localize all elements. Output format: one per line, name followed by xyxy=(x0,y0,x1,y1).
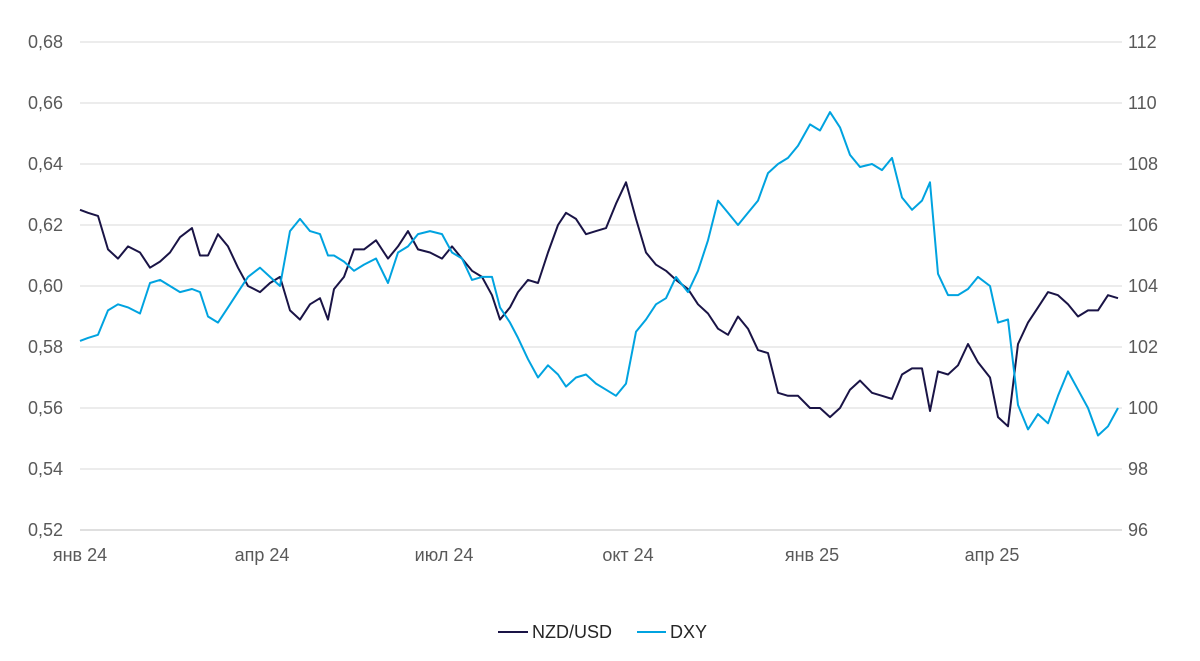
axis-layer: 0,52 96 0,54 98 0,56 100 0,58 102 0,60 104 0,62 106… xyxy=(28,32,1158,565)
y-left-tick-label: 0,66 xyxy=(28,93,63,113)
y-left-tick-label: 0,62 xyxy=(28,215,63,235)
series-line-nzd-usd xyxy=(79,181,1119,428)
y-right-tick-label: 106 xyxy=(1128,215,1158,235)
x-tick-label: янв 24 xyxy=(53,545,107,565)
series-line-dxy xyxy=(79,111,1119,437)
x-tick-label: окт 24 xyxy=(602,545,653,565)
legend-label: NZD/USD xyxy=(532,622,612,642)
y-right-tick-label: 110 xyxy=(1128,93,1157,113)
y-left-tick-label: 0,58 xyxy=(28,337,63,357)
y-left-tick-label: 0,68 xyxy=(28,32,63,52)
y-right-tick-label: 102 xyxy=(1128,337,1158,357)
y-right-tick-label: 96 xyxy=(1128,520,1148,540)
y-right-tick-label: 100 xyxy=(1128,398,1158,418)
legend-label: DXY xyxy=(670,622,707,642)
grid-layer xyxy=(80,41,1122,531)
y-left-tick-label: 0,60 xyxy=(28,276,63,296)
legend: NZD/USD DXY xyxy=(498,622,707,642)
y-right-tick-label: 104 xyxy=(1128,276,1158,296)
y-left-tick-label: 0,54 xyxy=(28,459,63,479)
x-tick-label: апр 25 xyxy=(965,545,1020,565)
y-left-tick-label: 0,56 xyxy=(28,398,63,418)
y-right-tick-label: 98 xyxy=(1128,459,1148,479)
y-right-tick-label: 112 xyxy=(1128,32,1157,52)
y-left-tick-label: 0,64 xyxy=(28,154,63,174)
series-layer xyxy=(79,111,1119,437)
x-tick-label: апр 24 xyxy=(235,545,290,565)
x-tick-label: июл 24 xyxy=(415,545,474,565)
x-tick-label: янв 25 xyxy=(785,545,839,565)
y-left-tick-label: 0,52 xyxy=(28,520,63,540)
y-right-tick-label: 108 xyxy=(1128,154,1158,174)
